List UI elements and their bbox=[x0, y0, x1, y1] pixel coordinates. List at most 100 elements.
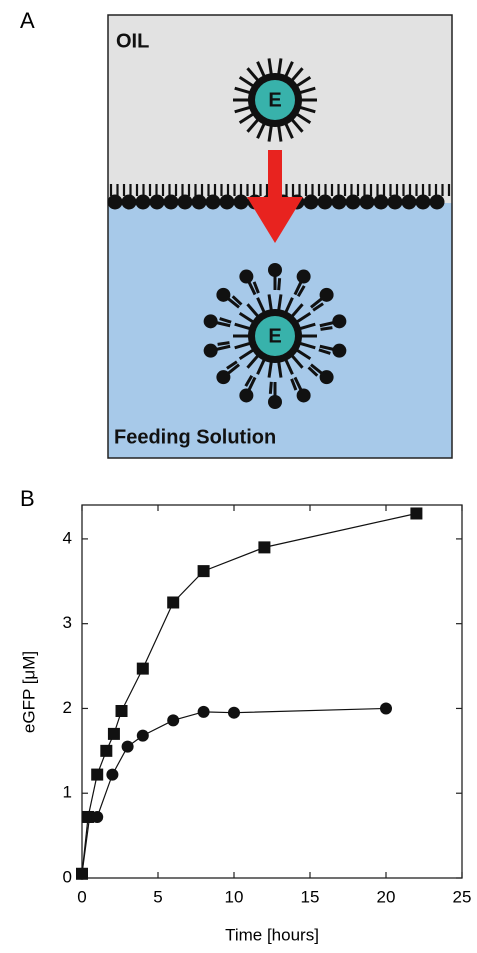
lipid-head bbox=[203, 343, 218, 358]
lipid-tail bbox=[293, 376, 303, 391]
lipid-head bbox=[331, 194, 347, 210]
lipid-head bbox=[121, 194, 137, 210]
lipid-tail bbox=[227, 297, 240, 309]
lipid-tail bbox=[295, 112, 312, 124]
point bbox=[167, 714, 180, 727]
point bbox=[91, 768, 104, 781]
lipid-head bbox=[135, 194, 151, 210]
lipid-tail bbox=[293, 281, 303, 296]
lipid-tail bbox=[267, 124, 273, 142]
lipid-tail bbox=[238, 76, 255, 88]
plot-frame bbox=[81, 504, 463, 879]
lipid-tail bbox=[246, 303, 260, 319]
lipid-tail bbox=[290, 378, 298, 391]
series-line bbox=[81, 512, 417, 874]
lipid-tail bbox=[268, 381, 273, 394]
lipid-tail bbox=[284, 297, 294, 314]
point bbox=[136, 662, 149, 675]
lipid-tail bbox=[290, 117, 304, 133]
x-tick-label: 0 bbox=[77, 887, 86, 906]
lipid-tail bbox=[217, 341, 230, 346]
x-tick-label: 5 bbox=[153, 887, 162, 906]
lipid-tail bbox=[312, 302, 324, 312]
lipid-tail bbox=[319, 321, 334, 328]
lipid-tail bbox=[284, 358, 294, 375]
lipid-tail bbox=[234, 322, 252, 331]
lipid-tail bbox=[244, 374, 254, 387]
lipid-head bbox=[332, 314, 347, 329]
lipid-tail bbox=[277, 124, 283, 142]
lipid-tail bbox=[252, 281, 260, 294]
lipid-tail bbox=[256, 297, 266, 314]
lipid-tail bbox=[238, 348, 255, 360]
lipid-tail bbox=[234, 341, 252, 350]
droplet-core bbox=[255, 316, 295, 356]
point bbox=[228, 706, 240, 719]
panel-label: B bbox=[20, 486, 35, 511]
lipid-tail bbox=[319, 344, 334, 351]
lipid-tail bbox=[284, 61, 294, 78]
lipid-head bbox=[429, 194, 445, 210]
lipid-tail bbox=[298, 86, 316, 95]
lipid-head bbox=[268, 395, 282, 409]
lipid-head bbox=[296, 388, 311, 403]
solution-label: Feeding Solution bbox=[114, 426, 276, 448]
lipid-tail bbox=[247, 376, 257, 391]
lipid-tail bbox=[267, 360, 273, 378]
lipid-tail bbox=[238, 312, 255, 324]
lipid-tail bbox=[267, 294, 273, 312]
point bbox=[197, 565, 210, 578]
lipid-tail bbox=[310, 297, 323, 309]
lipid-head bbox=[149, 194, 165, 210]
lipid-tail bbox=[231, 295, 243, 306]
lipid-head bbox=[387, 194, 403, 210]
point bbox=[121, 740, 134, 753]
lipid-tail bbox=[227, 363, 240, 375]
lipid-head bbox=[205, 194, 221, 210]
x-tick-label: 25 bbox=[453, 887, 472, 906]
lipid-head bbox=[296, 269, 311, 284]
diagram: OIL E E Feeding Solution bbox=[107, 14, 453, 459]
y-tick-label: 4 bbox=[63, 528, 72, 547]
lipid-head bbox=[163, 194, 179, 210]
lipid-tail bbox=[216, 344, 231, 351]
oil-label: OIL bbox=[116, 30, 149, 52]
diagram-border bbox=[107, 14, 453, 459]
lipid-head bbox=[239, 388, 254, 403]
lipid-tail bbox=[298, 341, 316, 350]
lipid-tail bbox=[295, 76, 312, 88]
lipid-tail bbox=[290, 303, 304, 319]
lipid-head bbox=[401, 194, 417, 210]
lipid-head bbox=[373, 194, 389, 210]
x-tick-label: 15 bbox=[301, 887, 320, 906]
lipid-head bbox=[415, 194, 431, 210]
lipid-tail bbox=[310, 363, 323, 375]
lipid-tail bbox=[277, 294, 283, 312]
droplet-bottom bbox=[203, 263, 347, 409]
lipid-head bbox=[219, 194, 235, 210]
lipid-head bbox=[216, 287, 231, 302]
lipid-head bbox=[317, 194, 333, 210]
lipid-tail bbox=[318, 348, 331, 355]
lipid-tail bbox=[256, 122, 266, 139]
point bbox=[197, 705, 210, 718]
plot: 0 5 10 15 20 25 0 1 2 3 4 bbox=[63, 504, 472, 906]
point bbox=[380, 702, 392, 715]
panel-label: A bbox=[20, 8, 35, 33]
y-tick-label: 0 bbox=[63, 867, 72, 886]
y-axis-label: eGFP [μM] bbox=[19, 651, 38, 733]
lipid-tail bbox=[216, 321, 231, 328]
lipid-head bbox=[268, 263, 282, 277]
lipid-tail bbox=[298, 105, 316, 114]
point bbox=[91, 810, 104, 823]
lipid-head bbox=[216, 370, 231, 385]
lipid-head bbox=[203, 314, 218, 329]
point bbox=[167, 596, 180, 609]
lipid-tail bbox=[247, 281, 257, 296]
lipid-tail bbox=[246, 353, 260, 369]
lipid-head bbox=[359, 194, 375, 210]
interface bbox=[107, 184, 451, 210]
lipid-head bbox=[239, 269, 254, 284]
lipid-tail bbox=[256, 358, 266, 375]
lipid-tail bbox=[290, 353, 304, 369]
